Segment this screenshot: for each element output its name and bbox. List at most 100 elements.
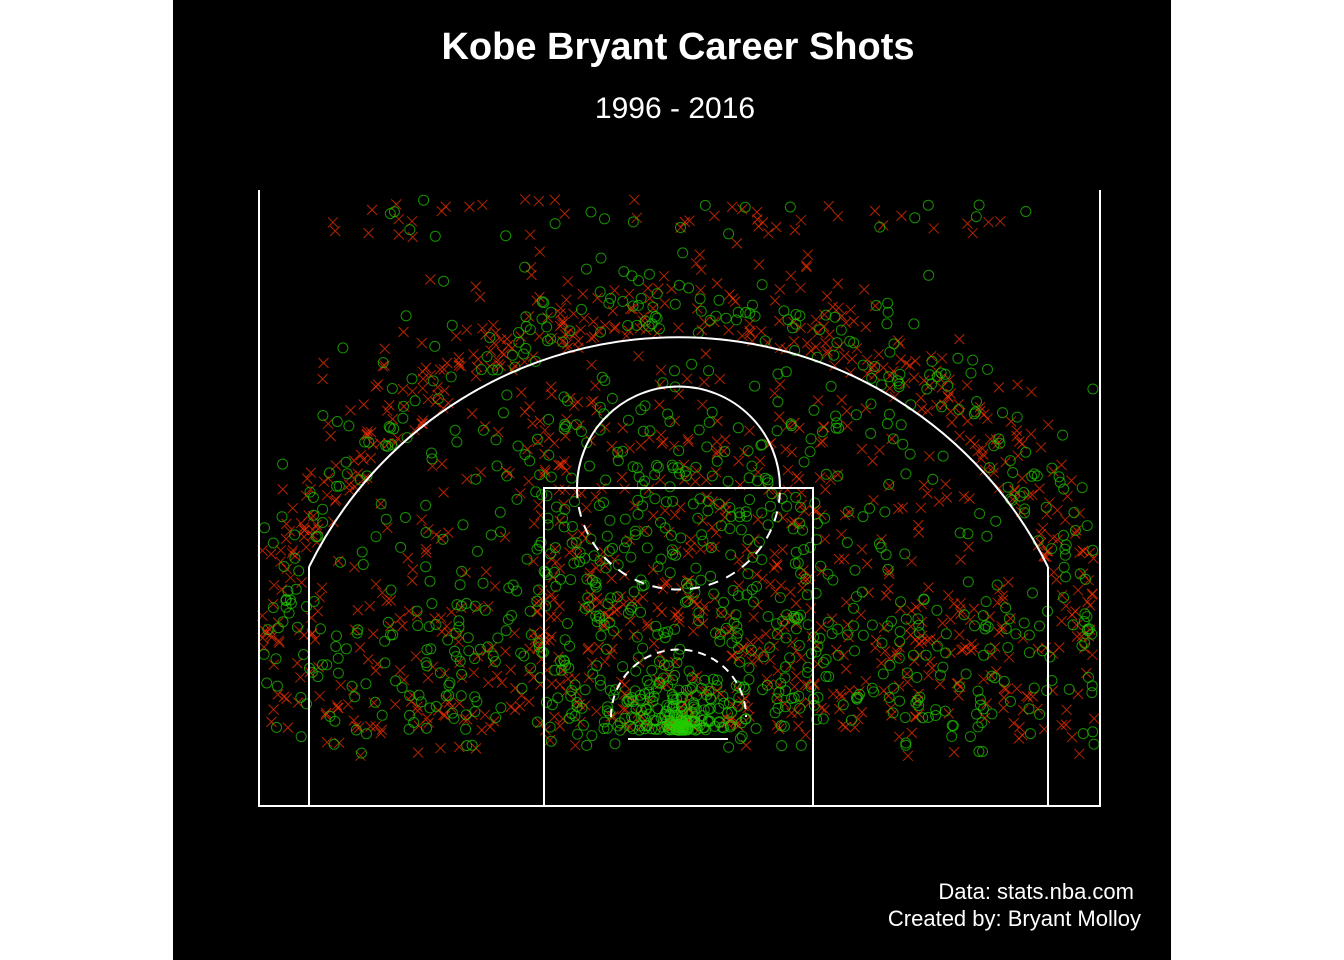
made-shot-point xyxy=(704,314,716,326)
made-shot-point xyxy=(733,692,745,703)
made-shot-point xyxy=(570,419,582,431)
missed-shot-point xyxy=(364,600,376,612)
made-shot-point xyxy=(607,542,618,554)
missed-shot-point xyxy=(413,720,425,732)
made-shot-point xyxy=(621,696,633,708)
missed-shot-point xyxy=(793,720,804,732)
made-shot-point xyxy=(564,325,576,337)
missed-shot-point xyxy=(590,562,602,574)
missed-shot-point xyxy=(841,596,852,608)
missed-shot-point xyxy=(318,476,330,488)
made-shot-point xyxy=(507,579,519,591)
missed-shot-point xyxy=(789,417,800,429)
missed-shot-point xyxy=(760,628,772,640)
missed-shot-point xyxy=(1005,416,1017,427)
missed-shot-point xyxy=(430,396,442,408)
made-shot-point xyxy=(962,576,974,588)
made-shot-point xyxy=(466,739,478,751)
missed-shot-point xyxy=(769,548,780,560)
made-shot-point xyxy=(815,560,827,572)
made-shot-point xyxy=(317,517,329,528)
missed-shot-point xyxy=(733,580,745,591)
made-shot-point xyxy=(895,419,907,431)
missed-shot-point xyxy=(895,354,907,365)
made-shot-point xyxy=(1000,623,1012,635)
made-shot-point xyxy=(558,654,570,666)
missed-shot-point xyxy=(695,284,706,296)
made-shot-point xyxy=(952,352,964,364)
made-shot-point xyxy=(449,645,461,657)
made-shot-point xyxy=(790,623,802,635)
missed-shot-point xyxy=(801,574,813,585)
made-shot-point xyxy=(700,724,712,736)
made-shot-point xyxy=(1044,651,1056,663)
made-shot-point xyxy=(673,721,685,733)
made-shot-point xyxy=(818,657,829,668)
made-shot-point xyxy=(1026,470,1038,482)
missed-shot-point xyxy=(528,518,540,530)
made-shot-point xyxy=(990,515,1002,527)
made-shot-point xyxy=(290,583,302,595)
missed-shot-point xyxy=(1072,584,1084,596)
made-shot-point xyxy=(696,529,708,541)
missed-shot-point xyxy=(375,727,387,739)
made-shot-point xyxy=(631,319,643,331)
missed-shot-point xyxy=(1008,717,1020,729)
made-shot-point xyxy=(1002,481,1014,493)
made-shot-point xyxy=(594,612,606,624)
made-shot-point xyxy=(778,720,790,732)
missed-shot-point xyxy=(910,601,922,613)
missed-shot-point xyxy=(403,605,415,617)
made-shot-point xyxy=(703,495,714,507)
missed-shot-point xyxy=(790,598,802,609)
missed-shot-point xyxy=(586,657,598,669)
made-shot-point xyxy=(354,474,366,486)
missed-shot-point xyxy=(625,303,636,315)
missed-shot-point xyxy=(370,578,382,590)
missed-shot-point xyxy=(300,541,312,553)
missed-shot-point xyxy=(379,343,391,355)
made-shot-point xyxy=(882,306,894,318)
missed-shot-point xyxy=(1022,691,1034,703)
missed-shot-point xyxy=(1011,683,1023,694)
made-shot-point xyxy=(819,512,831,524)
made-shot-point xyxy=(498,407,509,419)
missed-shot-point xyxy=(981,698,993,709)
missed-shot-point xyxy=(519,193,531,205)
made-shot-point xyxy=(651,459,663,471)
made-shot-point xyxy=(1068,507,1080,518)
missed-shot-point xyxy=(870,634,882,646)
missed-shot-point xyxy=(840,721,851,733)
made-shot-point xyxy=(708,588,720,600)
made-shot-point xyxy=(430,701,442,712)
missed-shot-point xyxy=(268,704,279,715)
made-shot-point xyxy=(661,699,673,711)
missed-shot-point xyxy=(496,677,508,688)
missed-shot-point xyxy=(332,702,343,714)
missed-shot-point xyxy=(1059,514,1071,526)
missed-shot-point xyxy=(475,466,487,478)
made-shot-point xyxy=(619,513,631,525)
missed-shot-point xyxy=(407,564,419,575)
made-shot-point xyxy=(301,601,312,613)
missed-shot-point xyxy=(1088,713,1100,724)
missed-shot-point xyxy=(546,678,558,690)
made-shot-point xyxy=(873,538,885,550)
made-shot-point xyxy=(594,674,606,686)
missed-shot-point xyxy=(893,731,905,743)
made-shot-point xyxy=(662,408,674,420)
missed-shot-point xyxy=(553,484,565,496)
court-outline xyxy=(258,190,1101,807)
made-shot-point xyxy=(750,723,762,734)
made-shot-point xyxy=(562,618,573,629)
made-shot-point xyxy=(446,319,458,331)
missed-shot-point xyxy=(441,357,453,369)
missed-shot-point xyxy=(1016,473,1028,484)
missed-shot-point xyxy=(685,534,697,545)
missed-shot-point xyxy=(749,647,760,658)
made-shot-point xyxy=(612,446,624,458)
made-shot-point xyxy=(681,595,693,607)
made-shot-point xyxy=(589,579,601,591)
made-shot-point xyxy=(457,519,469,531)
made-shot-point xyxy=(1003,613,1015,625)
